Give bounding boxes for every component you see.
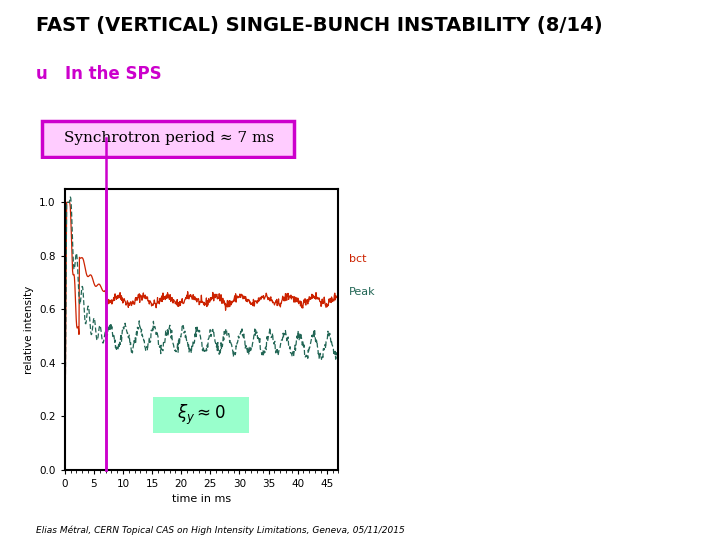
Peak — [109, 332, 118, 339]
bct — [267, 298, 276, 304]
FancyBboxPatch shape — [42, 121, 294, 157]
Text: $\xi_y \approx 0$: $\xi_y \approx 0$ — [177, 402, 226, 427]
bct — [334, 294, 343, 301]
Peak — [243, 346, 252, 353]
bct — [131, 294, 140, 301]
Text: In the SPS: In the SPS — [65, 65, 161, 83]
Peak — [185, 349, 194, 355]
bct — [185, 295, 194, 302]
Peak — [131, 341, 140, 347]
Y-axis label: relative intensity: relative intensity — [24, 285, 34, 374]
Peak — [334, 347, 343, 354]
Text: Peak: Peak — [349, 287, 376, 296]
bct — [222, 301, 231, 307]
Text: Elias Métral, CERN Topical CAS on High Intensity Limitations, Geneva, 05/11/2015: Elias Métral, CERN Topical CAS on High I… — [36, 525, 405, 535]
Peak — [222, 326, 231, 333]
Peak — [66, 194, 75, 200]
Text: bct: bct — [349, 254, 366, 264]
Peak — [60, 461, 69, 468]
Line: bct: bct — [65, 202, 338, 464]
FancyBboxPatch shape — [153, 397, 249, 433]
bct — [243, 296, 252, 302]
bct — [109, 294, 118, 301]
Text: Synchrotron period ≈ 7 ms: Synchrotron period ≈ 7 ms — [64, 131, 274, 145]
Peak — [267, 334, 276, 341]
Text: FAST (VERTICAL) SINGLE-BUNCH INSTABILITY (8/14): FAST (VERTICAL) SINGLE-BUNCH INSTABILITY… — [36, 16, 603, 35]
Line: Peak: Peak — [65, 197, 338, 464]
bct — [63, 199, 71, 206]
bct — [60, 461, 69, 468]
Text: u: u — [36, 65, 48, 83]
X-axis label: time in ms: time in ms — [172, 495, 231, 504]
